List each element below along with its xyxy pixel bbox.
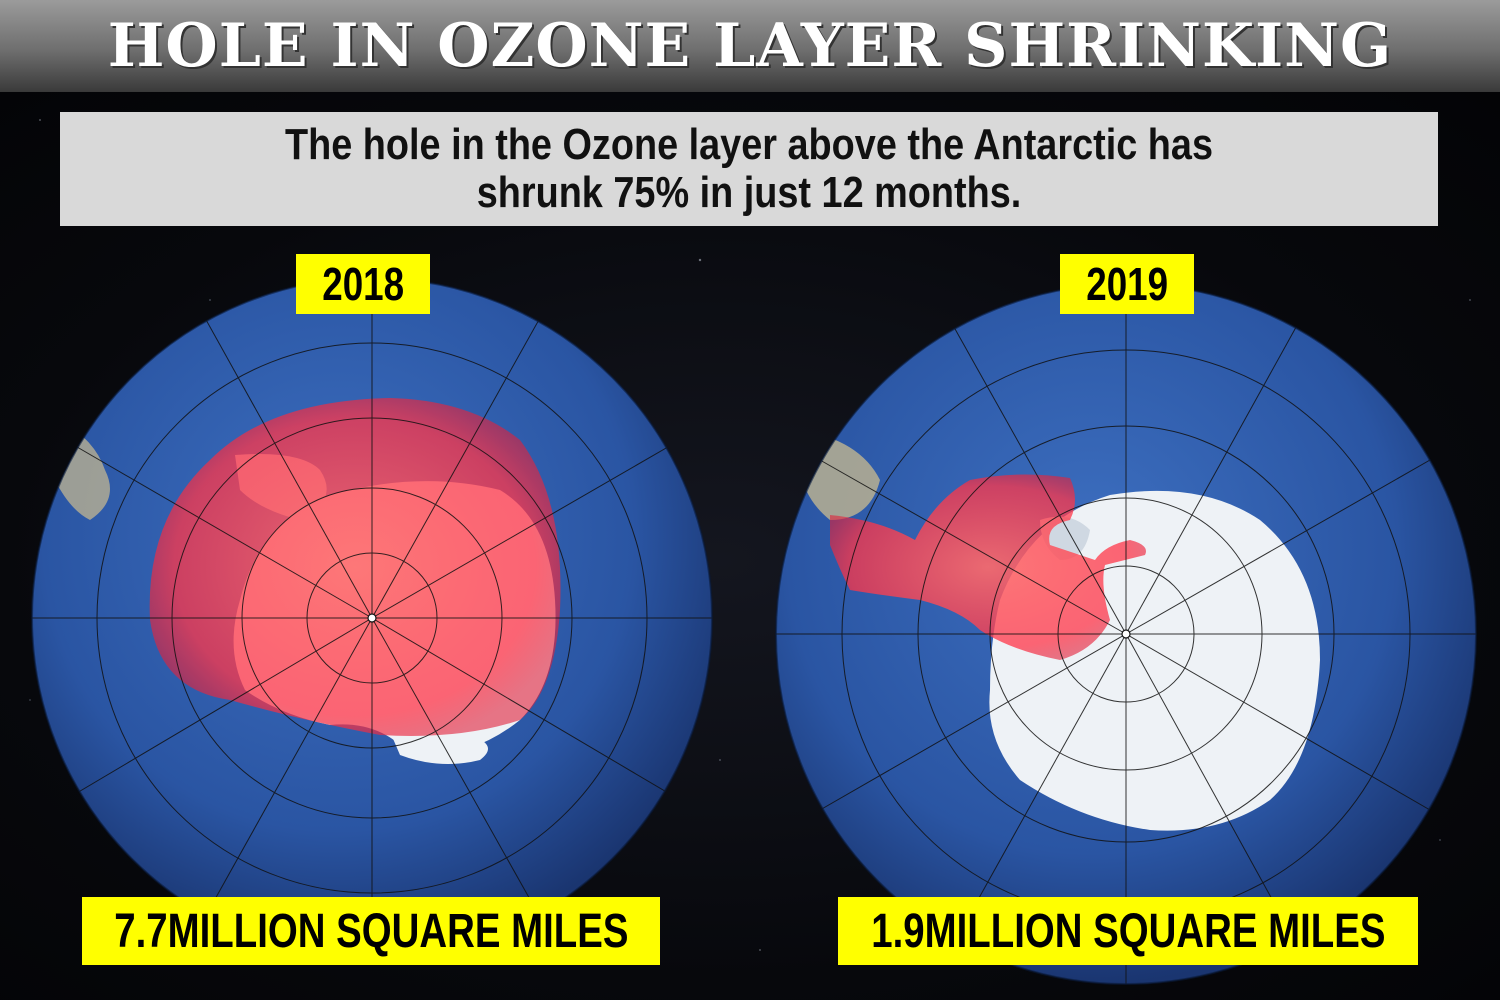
- ozone-hole-2018: [149, 398, 561, 736]
- area-label-2018-text: 7.7MILLION SQUARE MILES: [113, 904, 629, 958]
- year-label-2019-text: 2019: [1086, 258, 1168, 310]
- globe-2018: [31, 277, 713, 959]
- area-label-2018: 7.7MILLION SQUARE MILES: [82, 897, 660, 965]
- page-title: HOLE IN OZONE LAYER SHRINKING: [107, 11, 1393, 81]
- year-label-2018-text: 2018: [322, 258, 404, 310]
- subtitle-line-2: shrunk 75% in just 12 months.: [476, 168, 1022, 217]
- south-pole-marker-2018: [367, 613, 377, 623]
- subtitle-box: The hole in the Ozone layer above the An…: [60, 112, 1438, 226]
- area-label-2019-text: 1.9MILLION SQUARE MILES: [870, 904, 1386, 958]
- subtitle-text: The hole in the Ozone layer above the An…: [156, 121, 1341, 217]
- subtitle-line-1: The hole in the Ozone layer above the An…: [284, 120, 1213, 169]
- ozone-hole-2019: [830, 474, 1146, 660]
- year-label-2019: 2019: [1060, 254, 1194, 314]
- globe-2019: [775, 283, 1477, 985]
- south-pole-marker-2019: [1121, 629, 1131, 639]
- area-label-2019: 1.9MILLION SQUARE MILES: [838, 897, 1418, 965]
- title-banner: HOLE IN OZONE LAYER SHRINKING: [0, 0, 1500, 92]
- year-label-2018: 2018: [296, 254, 430, 314]
- graticule-2018: [32, 278, 712, 958]
